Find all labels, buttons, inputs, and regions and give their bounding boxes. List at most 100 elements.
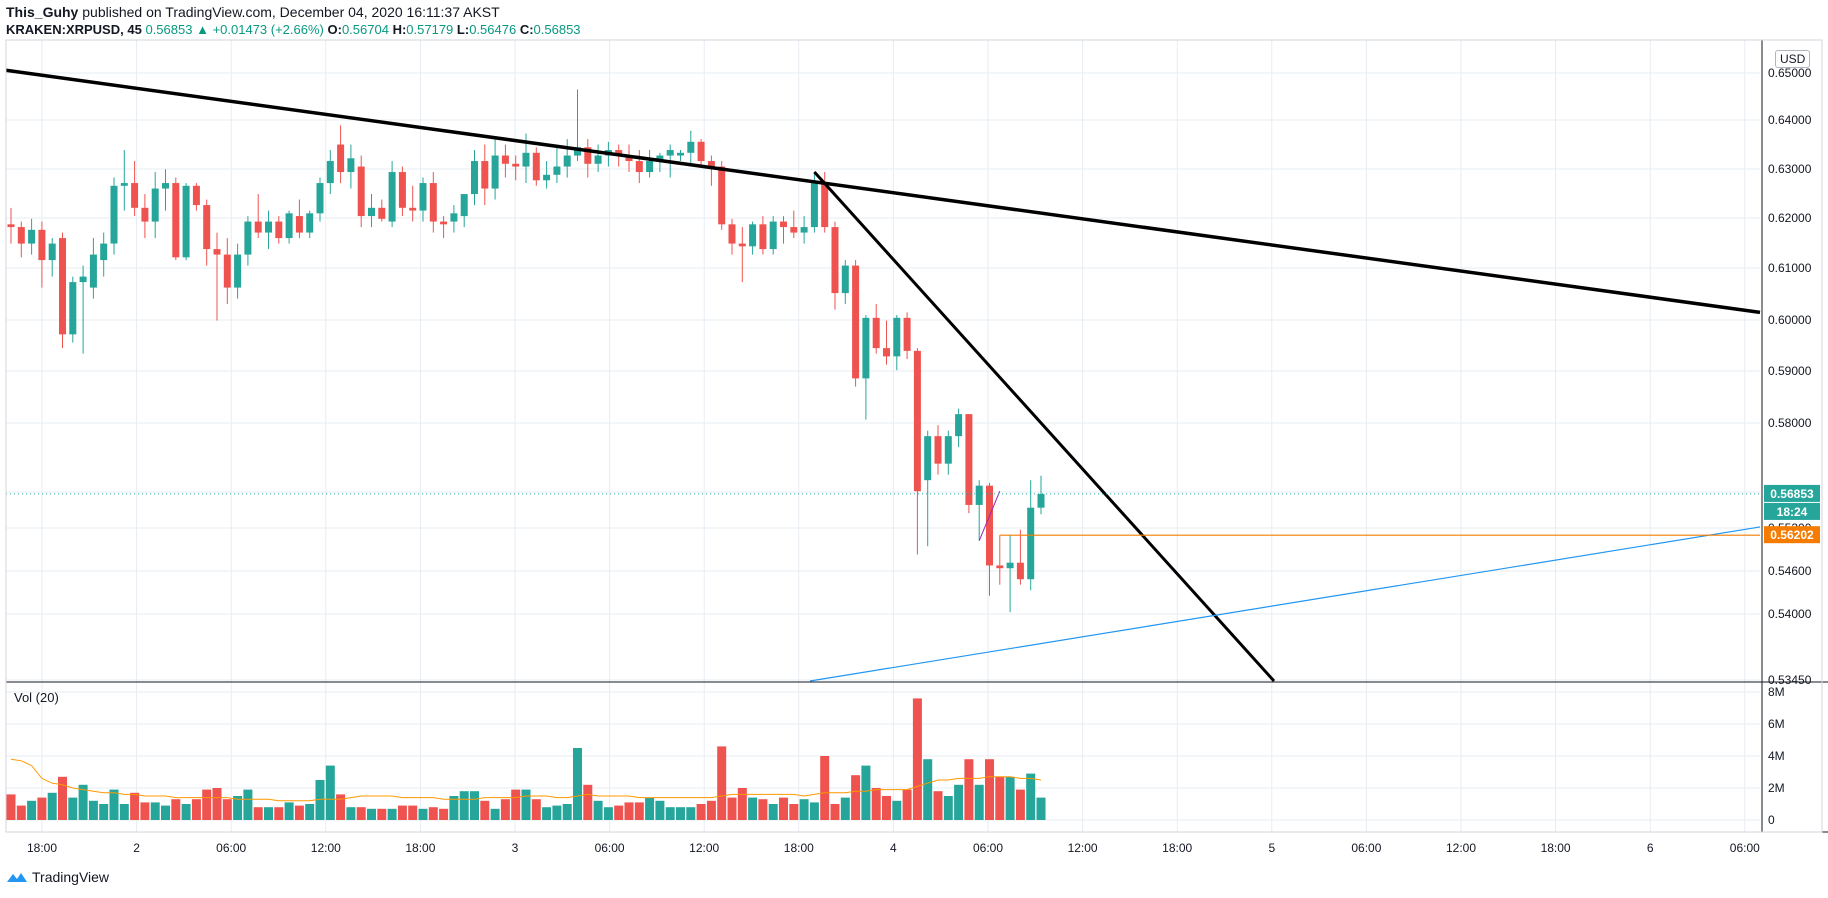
time-tick-label: 06:00 xyxy=(973,841,1003,855)
axes xyxy=(5,39,1828,833)
candle-body xyxy=(471,161,478,195)
volume-bar xyxy=(902,789,912,820)
candle-body xyxy=(120,183,128,186)
candle-body xyxy=(89,254,97,288)
volume-bar xyxy=(130,792,140,820)
candle-body xyxy=(131,183,139,208)
volume-ma-line xyxy=(10,758,1042,802)
candle-body xyxy=(996,565,1004,569)
time-tick-label: 12:00 xyxy=(1446,841,1476,855)
volume-bar xyxy=(1026,773,1036,820)
time-axis-labels: 18:00 2 06:00 12:00 18:00 3 06:00 12:00 18:00 4 06… xyxy=(27,841,1760,855)
volume-bar xyxy=(727,797,737,820)
volume-bar xyxy=(665,807,675,820)
time-tick-label: 12:00 xyxy=(1068,841,1098,855)
volume-bar xyxy=(490,808,500,820)
volume-bar xyxy=(171,799,181,820)
candle-body xyxy=(79,276,87,283)
volume-bar xyxy=(470,791,479,820)
volume-bar xyxy=(109,789,119,820)
volume-bar xyxy=(511,789,521,820)
volume-bar xyxy=(717,746,727,820)
candle-body xyxy=(780,221,787,228)
candle-body xyxy=(357,166,365,217)
candle-body xyxy=(48,243,56,261)
price-tick-label: 0.60000 xyxy=(1768,313,1812,327)
currency-badge[interactable]: USD xyxy=(1775,50,1811,68)
candle-body xyxy=(265,221,272,233)
last-price: 0.56853 xyxy=(145,22,193,37)
candle-body xyxy=(553,166,561,175)
time-tick-label: 18:00 xyxy=(784,841,814,855)
candle-body xyxy=(512,163,520,167)
candle-body xyxy=(563,155,571,167)
candle-body xyxy=(285,213,293,239)
candle-body xyxy=(244,221,252,255)
volume-bar xyxy=(645,797,655,820)
candle-body xyxy=(677,152,684,156)
volume-bar xyxy=(737,788,747,820)
volume-axis-labels: 8M 6M 4M 2M 0 xyxy=(1768,685,1785,827)
close-label: C: xyxy=(519,22,534,37)
publish-info: published on TradingView.com, December 0… xyxy=(82,4,500,20)
candle-body xyxy=(790,227,798,233)
tradingview-logo-icon xyxy=(7,873,27,882)
volume-bar xyxy=(243,789,253,820)
time-tick-label: 06:00 xyxy=(595,841,625,855)
time-tick-label: 06:00 xyxy=(1351,841,1381,855)
volume-tick-label: 8M xyxy=(1768,685,1785,699)
volume-bar xyxy=(882,796,891,820)
price-tick-label: 0.64000 xyxy=(1768,113,1812,127)
candle-body xyxy=(986,485,993,566)
volume-bar xyxy=(634,802,644,820)
candle-body xyxy=(38,229,46,261)
volume-bar xyxy=(387,808,397,820)
candle-body xyxy=(810,183,818,228)
candle-body xyxy=(100,243,108,261)
candle-body xyxy=(419,183,427,211)
time-tick-label: 18:00 xyxy=(1541,841,1571,855)
candle-body xyxy=(749,224,757,247)
candle-body xyxy=(388,172,396,222)
low-value: 0.56476 xyxy=(469,22,517,37)
candle-body xyxy=(1037,493,1045,508)
price-tick-label: 0.54000 xyxy=(1768,607,1812,621)
low-label: L: xyxy=(456,22,470,37)
candle-body xyxy=(234,254,242,288)
candle-body xyxy=(955,414,963,437)
volume-bar xyxy=(573,748,582,820)
candle-body xyxy=(501,155,509,164)
price-tick-label: 0.65000 xyxy=(1768,66,1812,80)
candle-body xyxy=(378,207,386,219)
time-tick-label: 18:00 xyxy=(1162,841,1192,855)
descending-trendline-long xyxy=(5,68,1761,315)
time-tick-label: 06:00 xyxy=(216,841,246,855)
author-name[interactable]: This_Guhy xyxy=(6,4,79,20)
volume-indicator-label[interactable]: Vol (20) xyxy=(14,690,59,705)
volume-bar xyxy=(974,784,984,820)
candle-body xyxy=(460,194,468,217)
volume-bar xyxy=(418,808,428,820)
symbol-label[interactable]: KRAKEN:XRPUSD, 45 xyxy=(6,22,142,37)
drawings[interactable] xyxy=(5,68,1761,683)
volume-bar xyxy=(624,802,634,820)
time-tick-label: 06:00 xyxy=(1730,841,1760,855)
candle-body xyxy=(934,436,942,464)
volume-bar xyxy=(995,776,1005,820)
candle-body xyxy=(450,213,458,222)
candle-body xyxy=(769,221,777,250)
open-value: 0.56704 xyxy=(341,22,389,37)
volume-bar xyxy=(346,807,356,820)
volume-bar xyxy=(964,759,974,820)
volume-tick-label: 4M xyxy=(1768,749,1785,763)
ascending-support-line xyxy=(809,526,1761,682)
ohlc-line: KRAKEN:XRPUSD, 45 0.56853 ▲ +0.01473 (+2… xyxy=(6,21,581,39)
volume-bar xyxy=(676,807,685,820)
footer-brand[interactable]: TradingView xyxy=(6,869,109,885)
volume-bar xyxy=(264,807,273,820)
volume-bar xyxy=(830,804,840,820)
volume-bar xyxy=(985,759,994,820)
volume-bar xyxy=(88,800,98,820)
candle-body xyxy=(110,185,118,244)
